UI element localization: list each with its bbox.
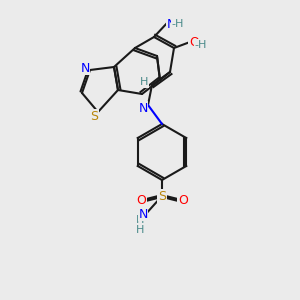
Text: -H: -H [172,19,184,29]
Text: S: S [158,190,166,202]
Text: O: O [189,35,199,49]
Text: H: H [136,215,144,225]
Text: H: H [136,225,144,235]
Text: O: O [136,194,146,206]
Text: N: N [138,101,148,115]
Text: -H: -H [195,40,207,50]
Text: S: S [90,110,98,122]
Text: N: N [138,208,148,220]
Text: N: N [80,61,90,74]
Text: O: O [178,194,188,206]
Text: H: H [140,77,148,87]
Text: N: N [166,17,176,31]
